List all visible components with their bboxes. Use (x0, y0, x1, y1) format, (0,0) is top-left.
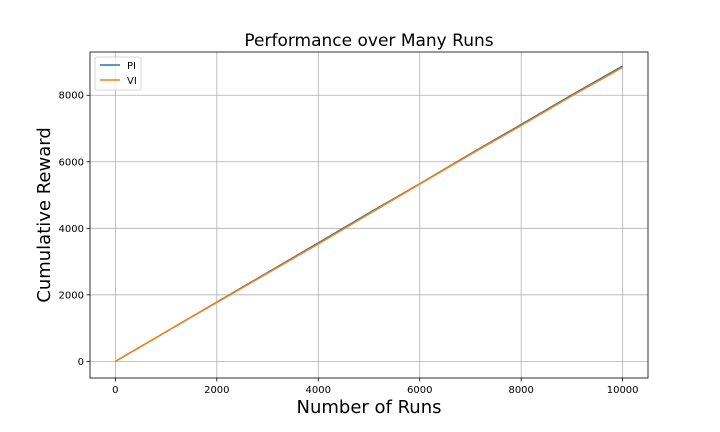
y-tick-label: 8000 (59, 91, 84, 102)
x-tick-label: 2000 (204, 385, 229, 396)
legend: PI VI (94, 56, 142, 91)
y-tick-label: 0 (78, 357, 84, 368)
plot-frame (89, 51, 649, 379)
chart-title: Performance over Many Runs (244, 31, 493, 51)
axis-ticks: 0 2000 4000 6000 8000 10000 0 2000 4000 6000 8000 (59, 91, 639, 396)
legend-label-pi: PI (127, 61, 136, 72)
x-tick-label: 4000 (306, 385, 331, 396)
grid-lines (90, 52, 648, 378)
y-tick-label: 2000 (59, 290, 84, 301)
series-line-vi (114, 66, 624, 363)
y-tick-label: 6000 (59, 157, 84, 168)
x-tick-label: 8000 (508, 385, 533, 396)
series-lines (114, 65, 624, 363)
y-axis-label: Cumulative Reward (34, 127, 55, 303)
legend-label-vi: VI (127, 76, 137, 87)
x-axis-label: Number of Runs (297, 397, 442, 418)
x-tick-label: 6000 (407, 385, 432, 396)
x-tick-label: 10000 (607, 385, 639, 396)
x-tick-label: 0 (112, 385, 118, 396)
y-tick-label: 4000 (59, 224, 84, 235)
